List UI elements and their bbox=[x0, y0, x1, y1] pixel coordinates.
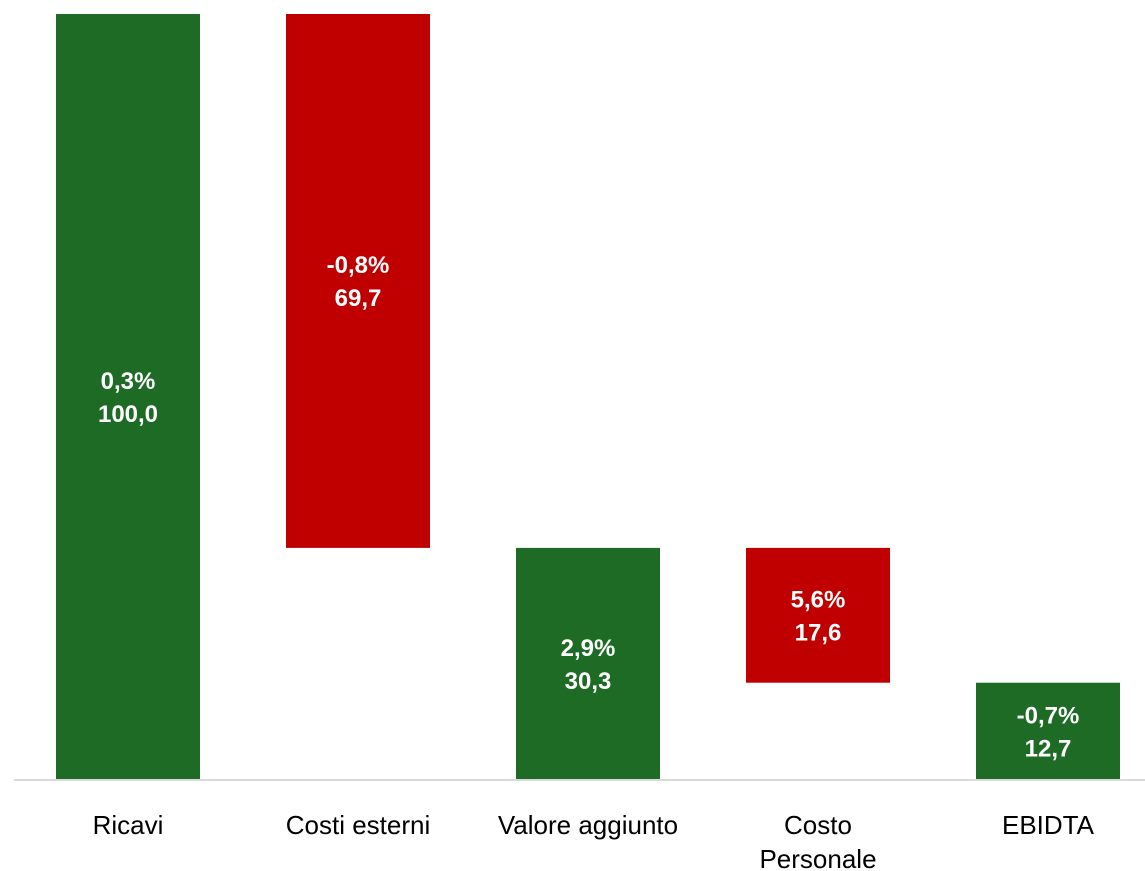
category-label-1: Costi esterni bbox=[286, 810, 431, 840]
value-label-0: 100,0 bbox=[98, 401, 158, 428]
category-label-4: EBIDTA bbox=[1002, 810, 1095, 840]
change-label-2: 2,9% bbox=[561, 635, 616, 662]
bar-2 bbox=[516, 547, 660, 780]
category-labels-group: Ricavi Costi esterni Valore aggiunto Costo P… bbox=[93, 810, 1095, 871]
value-label-1: 69,7 bbox=[335, 285, 382, 312]
category-label-3-line-1: Personale bbox=[759, 844, 876, 871]
category-label-0: Ricavi bbox=[93, 810, 164, 840]
bar-3 bbox=[746, 547, 890, 683]
bar-0 bbox=[56, 14, 200, 780]
change-label-0: 0,3% bbox=[101, 368, 156, 395]
category-label-2: Valore aggiunto bbox=[498, 810, 678, 840]
bar-1 bbox=[286, 14, 430, 548]
value-label-4: 12,7 bbox=[1025, 735, 1072, 762]
change-label-3: 5,6% bbox=[791, 586, 846, 613]
bar-4 bbox=[976, 682, 1120, 780]
value-labels-group: 0,3% 100,0 -0,8% 69,7 2,9% 30,3 5,6% 17,6 -0,7% 1… bbox=[98, 252, 1079, 762]
change-label-4: -0,7% bbox=[1017, 702, 1080, 729]
category-label-3-line-0: Costo bbox=[784, 810, 852, 840]
value-label-3: 17,6 bbox=[795, 619, 842, 646]
change-label-1: -0,8% bbox=[327, 252, 390, 279]
value-label-2: 30,3 bbox=[565, 668, 612, 695]
bars-group bbox=[56, 14, 1120, 780]
